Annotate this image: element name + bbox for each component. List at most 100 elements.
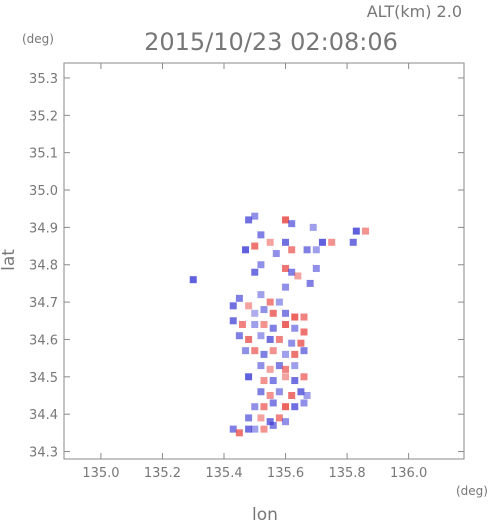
data-point bbox=[257, 291, 265, 299]
data-point bbox=[282, 283, 290, 291]
data-point bbox=[260, 306, 268, 314]
data-point bbox=[260, 403, 268, 411]
data-point bbox=[260, 321, 268, 329]
data-point bbox=[257, 231, 265, 239]
data-point bbox=[282, 264, 290, 272]
data-point bbox=[291, 313, 299, 321]
data-point bbox=[245, 425, 253, 433]
x-tick-label: 135.4 bbox=[205, 466, 242, 481]
data-point bbox=[282, 373, 290, 381]
data-point bbox=[294, 272, 302, 280]
data-point bbox=[282, 216, 290, 224]
data-point bbox=[251, 347, 259, 355]
data-point bbox=[251, 425, 259, 433]
data-point bbox=[300, 347, 308, 355]
data-point bbox=[269, 324, 277, 332]
y-tick-label: 34.7 bbox=[29, 296, 58, 311]
data-point bbox=[257, 388, 265, 396]
data-point bbox=[238, 321, 246, 329]
data-point bbox=[288, 339, 296, 347]
data-point bbox=[297, 339, 305, 347]
data-point bbox=[245, 335, 253, 343]
data-point bbox=[275, 362, 283, 370]
data-point bbox=[229, 317, 237, 325]
x-tick-label: 135.2 bbox=[144, 466, 181, 481]
data-point bbox=[251, 212, 259, 220]
data-point bbox=[266, 298, 274, 306]
data-point bbox=[312, 264, 320, 272]
data-point bbox=[282, 350, 290, 358]
data-point bbox=[251, 309, 259, 317]
data-point bbox=[257, 261, 265, 269]
data-point bbox=[266, 335, 274, 343]
data-point bbox=[306, 279, 314, 287]
data-point bbox=[266, 365, 274, 373]
data-point bbox=[282, 365, 290, 373]
axis-ticks: 135.0 135.2 135.4 135.6 135.8 136.0 34.3 34.4 34… bbox=[29, 63, 464, 481]
data-point bbox=[245, 373, 253, 381]
data-point bbox=[297, 388, 305, 396]
data-point bbox=[282, 418, 290, 426]
data-point bbox=[282, 403, 290, 411]
data-point bbox=[235, 294, 243, 302]
data-point bbox=[328, 238, 336, 246]
y-tick-label: 34.4 bbox=[29, 408, 58, 423]
data-point bbox=[300, 399, 308, 407]
data-point bbox=[275, 298, 283, 306]
data-point bbox=[242, 246, 250, 254]
data-point bbox=[291, 350, 299, 358]
y-tick-label: 35.1 bbox=[29, 147, 58, 162]
data-point bbox=[257, 414, 265, 422]
x-tick-label: 136.0 bbox=[390, 466, 427, 481]
data-point bbox=[275, 414, 283, 422]
data-point bbox=[266, 391, 274, 399]
data-point bbox=[245, 216, 253, 224]
y-tick-label: 35.0 bbox=[29, 184, 58, 199]
data-point bbox=[288, 268, 296, 276]
y-tick-label: 35.3 bbox=[29, 72, 58, 87]
data-point bbox=[303, 391, 311, 399]
plot-frame bbox=[63, 62, 465, 460]
data-point bbox=[229, 302, 237, 310]
data-point bbox=[260, 377, 268, 385]
data-point bbox=[288, 391, 296, 399]
data-point bbox=[257, 332, 265, 340]
y-tick-label: 35.2 bbox=[29, 109, 58, 124]
data-point bbox=[275, 388, 283, 396]
data-point bbox=[282, 309, 290, 317]
data-point bbox=[362, 227, 370, 235]
data-point bbox=[309, 223, 317, 231]
data-point bbox=[235, 332, 243, 340]
data-point bbox=[312, 246, 320, 254]
data-point bbox=[251, 321, 259, 329]
data-point bbox=[288, 220, 296, 228]
data-point bbox=[269, 347, 277, 355]
data-point bbox=[245, 302, 253, 310]
data-point bbox=[251, 403, 259, 411]
data-point bbox=[257, 362, 265, 370]
data-point bbox=[229, 425, 237, 433]
y-unit-label: (deg) bbox=[22, 32, 54, 46]
data-points bbox=[189, 212, 370, 437]
y-tick-label: 34.6 bbox=[29, 333, 58, 348]
data-point bbox=[300, 328, 308, 336]
data-point bbox=[269, 309, 277, 317]
data-point bbox=[300, 373, 308, 381]
data-point bbox=[251, 268, 259, 276]
data-point bbox=[260, 350, 268, 358]
data-point bbox=[242, 347, 250, 355]
data-point bbox=[269, 399, 277, 407]
data-point bbox=[303, 246, 311, 254]
data-point bbox=[288, 246, 296, 254]
data-point bbox=[251, 242, 259, 250]
data-point bbox=[318, 238, 326, 246]
x-tick-label: 135.8 bbox=[328, 466, 365, 481]
altitude-label: ALT(km) 2.0 bbox=[367, 2, 462, 21]
data-point bbox=[260, 425, 268, 433]
data-point bbox=[291, 377, 299, 385]
data-point bbox=[272, 250, 280, 258]
data-point bbox=[189, 276, 197, 284]
y-tick-label: 34.3 bbox=[29, 446, 58, 461]
data-point bbox=[269, 421, 277, 429]
data-point bbox=[300, 313, 308, 321]
